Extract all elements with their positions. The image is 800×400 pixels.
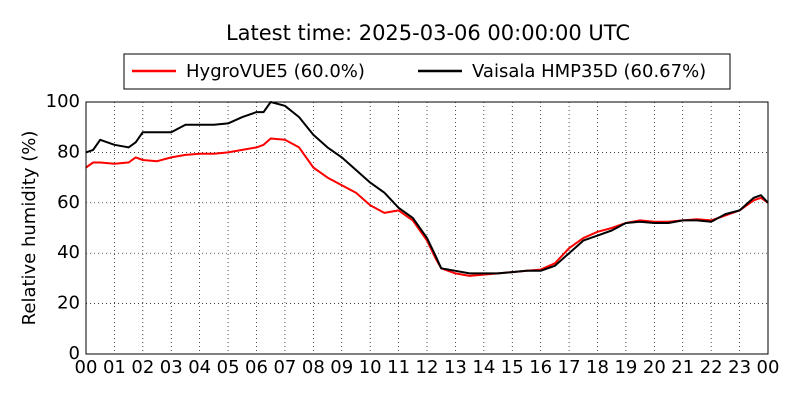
x-tick-label: 10: [359, 357, 382, 378]
x-tick-label: 18: [586, 357, 609, 378]
x-tick-label: 12: [416, 357, 439, 378]
x-tick-label: 09: [330, 357, 353, 378]
x-tick-label: 07: [273, 357, 296, 378]
x-tick-label: 21: [671, 357, 694, 378]
y-axis-label: Relative humidity (%): [19, 131, 40, 326]
x-tick-label: 14: [472, 357, 495, 378]
x-tick-label: 06: [245, 357, 268, 378]
y-tick-label: 80: [57, 141, 80, 162]
x-tick-label: 23: [728, 357, 751, 378]
chart-title: Latest time: 2025-03-06 00:00:00 UTC: [226, 21, 630, 45]
y-tick-label: 20: [57, 293, 80, 314]
legend-label: Vaisala HMP35D (60.67%): [472, 61, 706, 82]
plot-frame: [85, 101, 769, 355]
data-line: [85, 101, 769, 275]
y-tick-label: 40: [57, 242, 80, 263]
x-tick-label: 01: [103, 357, 126, 378]
x-tick-label: 15: [501, 357, 524, 378]
x-tick-label: 11: [387, 357, 410, 378]
x-tick-label: 04: [188, 357, 211, 378]
x-tick-label: 20: [643, 357, 666, 378]
x-tick-label: 19: [614, 357, 637, 378]
y-tick-label: 0: [69, 343, 80, 364]
x-tick-label: 05: [217, 357, 240, 378]
y-tick-label: 100: [46, 91, 80, 112]
x-tick-label: 08: [302, 357, 325, 378]
y-tick-label: 60: [57, 192, 80, 213]
x-tick-label: 03: [160, 357, 183, 378]
x-tick-label: 00: [75, 357, 98, 378]
data-line: [85, 137, 769, 277]
x-tick-label: 13: [444, 357, 467, 378]
x-tick-label: 16: [529, 357, 552, 378]
x-tick-label: 02: [131, 357, 154, 378]
legend-label: HygroVUE5 (60.0%): [186, 61, 365, 82]
x-tick-label: 17: [558, 357, 581, 378]
x-tick-label: 00: [757, 357, 780, 378]
x-tick-label: 22: [700, 357, 723, 378]
